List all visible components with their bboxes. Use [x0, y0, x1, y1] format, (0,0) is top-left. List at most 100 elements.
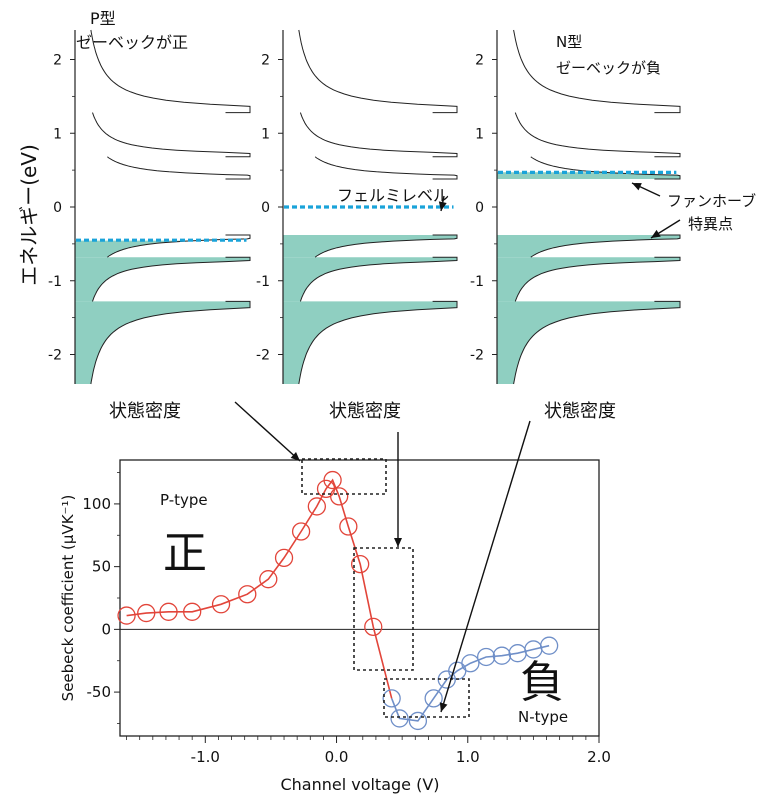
positive-sign-char: 正 [163, 528, 207, 579]
dos-curve [107, 156, 251, 180]
data-point [492, 646, 512, 665]
zoom-box-peak [301, 458, 387, 495]
dos-curve [90, 29, 251, 114]
y-tick-label: 0 [101, 620, 111, 638]
dos-curve [514, 256, 681, 302]
energy-tick-label: -1 [48, 274, 62, 290]
data-point [390, 709, 409, 728]
x-axis-label: Channel voltage (V) [280, 775, 439, 794]
data-point [461, 654, 480, 673]
energy-tick-label: 2 [475, 53, 484, 69]
dos-curve [92, 112, 251, 158]
link-arrow-p-type-head [290, 451, 300, 461]
dos-xlabel: 状態密度 [109, 401, 181, 422]
data-point [476, 647, 496, 667]
x-tick-label: 1.0 [456, 748, 480, 766]
energy-tick-label: 0 [261, 200, 270, 216]
data-point [307, 497, 326, 516]
occupied-states-fill [283, 235, 457, 258]
occupied-states-fill [75, 257, 250, 302]
panel-title-line1: P型 [90, 9, 116, 28]
data-point [539, 636, 559, 655]
dos-xlabel: 状態密度 [329, 401, 401, 422]
data-point [259, 570, 278, 589]
occupied-states-fill [497, 257, 680, 302]
data-point [274, 548, 294, 568]
occupied-states-fill [497, 301, 680, 384]
energy-axis-label: エネルギー(eV) [17, 144, 41, 286]
dos-curve [513, 300, 681, 385]
vhs-label-line2: 特異点 [688, 215, 733, 233]
data-point [364, 617, 383, 637]
x-tick-label: 0.0 [325, 748, 349, 766]
occupied-states-fill [75, 301, 250, 384]
data-point [339, 517, 358, 536]
fermi-pointer-arrow-head [438, 201, 447, 211]
data-point [137, 603, 156, 623]
data-point [238, 585, 257, 604]
series-line-p-type [126, 478, 393, 699]
panel-title-line1: N型 [556, 33, 582, 51]
occupied-states-fill [75, 240, 197, 258]
dos-curve [298, 29, 458, 114]
dos-curve [298, 300, 458, 385]
energy-tick-label: -1 [256, 274, 270, 290]
dos-curve [514, 112, 681, 158]
data-point [183, 602, 202, 621]
dos-curve [90, 300, 251, 385]
data-point [159, 602, 178, 621]
y-tick-label: -50 [87, 683, 112, 701]
energy-tick-label: -1 [470, 274, 484, 290]
data-point [117, 606, 136, 625]
vhs-pointer-arrow-upper-head [632, 183, 642, 191]
occupied-states-fill [283, 301, 457, 384]
data-point [351, 554, 370, 574]
vhs-label-line1: ファンホーブ [667, 192, 756, 210]
energy-tick-label: 2 [261, 53, 270, 69]
vhs-pointer-arrow-lower-head [651, 229, 661, 238]
energy-tick-label: 2 [53, 53, 62, 69]
energy-tick-label: 0 [53, 200, 62, 216]
energy-tick-label: 0 [475, 200, 484, 216]
energy-tick-label: -2 [256, 348, 270, 364]
dos-curve [530, 234, 681, 258]
dos-curve [92, 256, 251, 302]
data-point [330, 487, 349, 506]
dos-panel-fermi-zero: フェルミレベル 状態密度 2 1 0 -1 -2 [256, 29, 458, 422]
series-line-n-type [390, 644, 550, 722]
data-point [424, 689, 443, 708]
dos-curve [530, 156, 681, 180]
x-tick-label: 2.0 [587, 748, 611, 766]
energy-tick-label: -2 [470, 348, 484, 364]
occupied-states-fill [283, 257, 457, 302]
y-axis-label: Seebeck coefficient (μVK⁻¹) [59, 495, 77, 702]
panel-title-line2: ゼーベックが負 [556, 59, 661, 77]
dos-panel-n-type: N型 ゼーベックが負 ファンホーブ 特異点 状態密度 2 1 0 -1 -2 [470, 29, 756, 422]
dos-panel-p-type: P型 ゼーベックが正 状態密度 2 1 0 -1 -2 [48, 9, 251, 422]
data-point [408, 711, 428, 731]
zoom-box-transition [353, 547, 414, 671]
dos-curve [299, 256, 458, 302]
link-arrow-n-type-head [439, 702, 448, 712]
data-point [323, 470, 342, 490]
dos-curve [314, 156, 458, 180]
annotation-n-type: N-type [518, 708, 568, 726]
link-arrow-n-type [440, 420, 531, 713]
zoom-box-minimum [383, 678, 470, 718]
seebeck-chart: P-type N-type 正 負 Channel voltage (V) Se… [59, 459, 611, 794]
energy-tick-label: 1 [261, 126, 270, 142]
dos-curve [513, 29, 681, 114]
negative-sign-char: 負 [520, 657, 564, 708]
annotation-p-type: P-type [160, 491, 208, 509]
data-point [291, 522, 311, 541]
dos-curve [299, 112, 458, 158]
dos-curve [314, 234, 458, 258]
energy-tick-label: -2 [48, 348, 62, 364]
occupied-states-fill [497, 235, 680, 258]
zoom-boxes [301, 458, 470, 718]
data-point [211, 595, 231, 614]
data-point [382, 689, 401, 708]
link-arrow-fermi-head [394, 538, 402, 547]
